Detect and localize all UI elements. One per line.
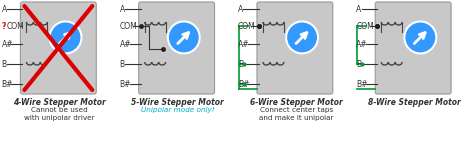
FancyBboxPatch shape <box>20 2 96 94</box>
FancyBboxPatch shape <box>375 2 451 94</box>
Text: B#: B# <box>238 80 249 88</box>
FancyBboxPatch shape <box>257 2 333 94</box>
Text: B: B <box>120 59 125 69</box>
Text: B#: B# <box>1 80 13 88</box>
Text: A#: A# <box>356 40 368 48</box>
Circle shape <box>404 21 436 53</box>
Text: with unipolar driver: with unipolar driver <box>24 115 95 121</box>
Text: B#: B# <box>356 80 368 88</box>
Text: A: A <box>238 4 243 13</box>
Text: B: B <box>1 59 7 69</box>
Text: A: A <box>1 4 7 13</box>
Circle shape <box>50 21 82 53</box>
Text: B#: B# <box>120 80 131 88</box>
Circle shape <box>286 21 318 53</box>
FancyBboxPatch shape <box>139 2 215 94</box>
Text: 6-Wire Stepper Motor: 6-Wire Stepper Motor <box>250 98 343 107</box>
Text: A#: A# <box>120 40 131 48</box>
Text: and make it unipolar: and make it unipolar <box>259 115 333 121</box>
Text: COM: COM <box>7 22 24 31</box>
Text: 4-Wire Stepper Motor: 4-Wire Stepper Motor <box>13 98 106 107</box>
Text: A#: A# <box>238 40 250 48</box>
Text: COM: COM <box>356 22 374 31</box>
Text: 8-Wire Stepper Motor: 8-Wire Stepper Motor <box>368 98 461 107</box>
Text: A: A <box>356 4 362 13</box>
Text: B: B <box>238 59 243 69</box>
Text: COM: COM <box>238 22 256 31</box>
Text: Connect center taps: Connect center taps <box>259 107 333 113</box>
Text: A#: A# <box>1 40 13 48</box>
Text: Unipolar mode only!: Unipolar mode only! <box>141 107 215 113</box>
Circle shape <box>168 21 200 53</box>
Text: A: A <box>120 4 125 13</box>
Text: ?: ? <box>1 22 6 31</box>
Text: 5-Wire Stepper Motor: 5-Wire Stepper Motor <box>131 98 224 107</box>
Text: B: B <box>356 59 361 69</box>
Text: COM: COM <box>120 22 137 31</box>
Text: Cannot be used: Cannot be used <box>31 107 88 113</box>
